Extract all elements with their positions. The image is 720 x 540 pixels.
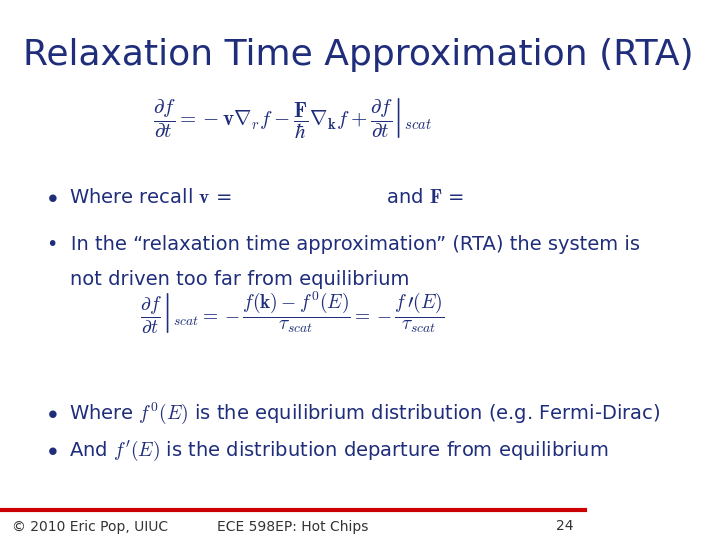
Text: 24: 24 [556, 519, 573, 534]
Text: $\bullet$  Where recall $\mathbf{v}$ =                         and $\mathbf{F}$ : $\bullet$ Where recall $\mathbf{v}$ = an… [47, 187, 464, 207]
Text: $\dfrac{\partial f}{\partial t} = -\mathbf{v}\nabla_r f - \dfrac{\mathbf{F}}{\hb: $\dfrac{\partial f}{\partial t} = -\math… [153, 96, 432, 141]
Text: © 2010 Eric Pop, UIUC: © 2010 Eric Pop, UIUC [12, 519, 168, 534]
Text: $\left.\dfrac{\partial f}{\partial t}\right|_{scat} = -\dfrac{f(\mathbf{k})-f^0(: $\left.\dfrac{\partial f}{\partial t}\ri… [140, 290, 444, 336]
Text: •  In the “relaxation time approximation” (RTA) the system is: • In the “relaxation time approximation”… [47, 235, 640, 254]
Text: Relaxation Time Approximation (RTA): Relaxation Time Approximation (RTA) [24, 38, 694, 72]
Text: $\bullet$  And $f'(E)$ is the distribution departure from equilibrium: $\bullet$ And $f'(E)$ is the distributio… [47, 439, 608, 463]
Text: not driven too far from equilibrium: not driven too far from equilibrium [71, 270, 410, 289]
Text: ECE 598EP: Hot Chips: ECE 598EP: Hot Chips [217, 519, 368, 534]
Text: $\bullet$  Where $f^0(E)$ is the equilibrium distribution (e.g. Fermi-Dirac): $\bullet$ Where $f^0(E)$ is the equilibr… [47, 401, 660, 426]
